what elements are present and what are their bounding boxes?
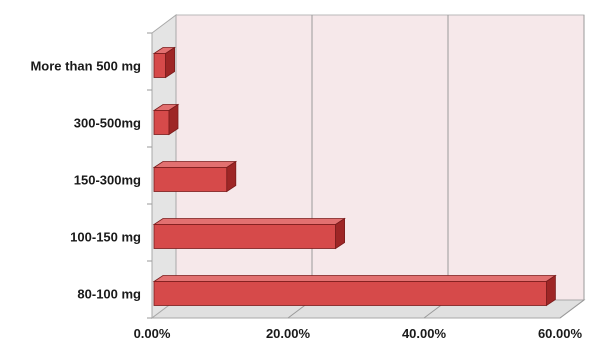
- bar-front-face: [153, 167, 228, 192]
- category-label: 80-100 mg: [77, 287, 141, 302]
- gridlines: [147, 15, 585, 319]
- plot-back-wall: [175, 14, 585, 301]
- category-label: 150-300mg: [74, 173, 141, 188]
- bar-front-face: [153, 53, 166, 78]
- bar-front-face: [153, 224, 337, 249]
- bar-end-face: [168, 103, 179, 136]
- bar-front-face: [153, 110, 170, 135]
- bar-front-face: [153, 281, 547, 306]
- x-tick-label: 0.00%: [134, 326, 171, 341]
- x-tick-label: 40.00%: [402, 326, 447, 341]
- bars-group: [152, 46, 557, 307]
- bar-end-face: [335, 217, 346, 250]
- x-tick-label: 20.00%: [266, 326, 311, 341]
- bar-top-face: [152, 275, 557, 282]
- x-tick-label: 60.00%: [538, 326, 583, 341]
- bar-top-face: [152, 161, 238, 168]
- category-label: 100-150 mg: [70, 230, 141, 245]
- value-axis-labels: 0.00% 20.00% 40.00% 60.00%: [134, 326, 583, 341]
- bar-top-face: [152, 218, 346, 225]
- bar: [152, 46, 176, 79]
- bar: [152, 274, 557, 307]
- bar-end-face: [546, 274, 556, 307]
- bar-end-face: [226, 160, 237, 193]
- category-axis-labels: 80-100 mg 100-150 mg 150-300mg 300-500mg Mor…: [30, 59, 141, 302]
- category-label: 300-500mg: [74, 116, 141, 131]
- bar: [152, 103, 180, 136]
- bar: [152, 160, 238, 193]
- gridline-floor: [559, 299, 585, 319]
- bar: [152, 217, 346, 250]
- bar-end-face: [165, 46, 176, 79]
- category-label: More than 500 mg: [30, 59, 141, 74]
